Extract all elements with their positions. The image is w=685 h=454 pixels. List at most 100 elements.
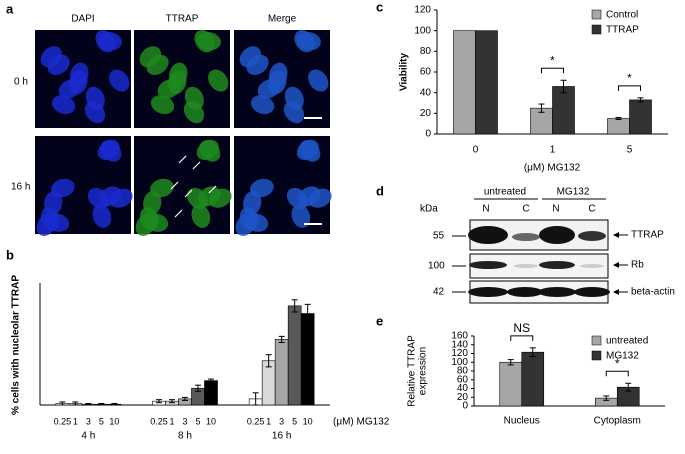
bar	[475, 30, 498, 135]
bracket	[510, 335, 534, 341]
x-tick-label: 5	[292, 416, 297, 426]
legend-swatch	[591, 9, 602, 20]
error-bar	[59, 401, 66, 406]
nucleus	[246, 54, 269, 75]
y-tick-label: 40	[420, 87, 432, 98]
nucleus	[208, 188, 232, 208]
y-tick-label: 120	[414, 5, 431, 16]
x-tick-label: 1	[266, 416, 271, 426]
error-bar	[208, 378, 214, 383]
nucleus	[284, 86, 304, 110]
bar	[552, 86, 575, 135]
band-label: Rb	[631, 260, 644, 271]
blot	[452, 219, 628, 304]
annotation: NS	[513, 321, 530, 335]
y-axis-label: % cells with nucleolar TTRAP	[11, 275, 22, 415]
error-bar	[182, 396, 188, 401]
nucleus	[196, 139, 219, 161]
error-bar	[538, 103, 545, 113]
category-label: 5	[627, 145, 633, 156]
nucleus	[146, 54, 169, 75]
y-tick-label: 80	[457, 366, 469, 377]
arrow	[170, 181, 179, 190]
nucleus	[308, 188, 332, 208]
legend-swatch	[591, 350, 602, 361]
nucleus	[184, 86, 204, 110]
bar	[261, 360, 276, 406]
nucleus	[186, 187, 209, 210]
error-bar	[252, 392, 259, 406]
error-bar	[169, 399, 175, 404]
x-tick-label: 1	[73, 416, 78, 426]
column-label: TTRAP	[166, 14, 199, 25]
lane-label: C	[522, 204, 529, 215]
category-label: 1	[550, 145, 556, 156]
x-tick-label: 5	[99, 416, 104, 426]
arrow	[174, 209, 183, 218]
error-bar	[507, 359, 514, 366]
error-bar	[529, 347, 536, 358]
bar	[453, 30, 476, 135]
nucleus	[68, 70, 88, 95]
nucleus	[97, 139, 120, 161]
row-label: 0 h	[14, 77, 28, 88]
nucleus	[85, 86, 105, 110]
error-bar	[304, 303, 311, 324]
x-tick-label: 10	[303, 416, 313, 426]
bracket	[605, 370, 629, 377]
error-bar	[111, 402, 118, 406]
micrographs	[35, 30, 332, 236]
error-bar	[603, 395, 610, 401]
bar	[204, 380, 218, 406]
annotation: *	[550, 53, 555, 67]
x-tick-label: 3	[279, 416, 284, 426]
panel-label: c	[376, 0, 383, 14]
y-axis-label: expression	[418, 347, 429, 395]
annotation: *	[615, 356, 620, 370]
x-tick-label: 3	[86, 416, 91, 426]
y-tick-label: 40	[457, 383, 469, 394]
category-label: 8 h	[178, 431, 192, 442]
nucleus	[92, 204, 112, 228]
error-bar	[291, 299, 298, 313]
bar	[300, 313, 315, 406]
group-label: untreated	[484, 187, 526, 198]
error-bar	[625, 382, 632, 392]
error-bar	[156, 399, 162, 404]
x-axis-label: (μM) MG132	[333, 417, 390, 428]
bracket	[618, 85, 641, 91]
y-tick-label: 60	[457, 374, 469, 385]
category-label: 0	[473, 145, 479, 156]
x-tick-label: 0.25	[54, 416, 72, 426]
arrow	[208, 185, 217, 194]
x-tick-label: 10	[206, 416, 216, 426]
legend-label: TTRAP	[606, 25, 639, 36]
error-bar	[560, 79, 567, 94]
bar	[629, 99, 652, 135]
y-tick-label: 0	[462, 401, 468, 412]
y-tick-label: 80	[420, 46, 432, 57]
nucleus	[150, 95, 175, 115]
category-label: 16 h	[272, 431, 291, 442]
bar	[274, 339, 289, 406]
nucleus	[208, 69, 229, 92]
nucleus	[308, 69, 329, 92]
bar	[287, 305, 302, 406]
band-label: TTRAP	[631, 230, 664, 241]
error-bar	[195, 384, 201, 392]
marker-label: 55	[433, 231, 445, 242]
nucleus	[197, 31, 221, 51]
legend-label: untreated	[606, 336, 648, 347]
nucleus	[267, 70, 287, 95]
legend-swatch	[591, 24, 602, 35]
panel-label: d	[376, 183, 384, 198]
x-tick-label: 3	[182, 416, 187, 426]
y-tick-label: 60	[420, 67, 432, 78]
legend-label: MG132	[606, 351, 639, 362]
category-label: Nucleus	[504, 416, 540, 427]
y-tick-label: 20	[420, 108, 432, 119]
column-label: Merge	[268, 14, 297, 25]
group-label: MG132	[557, 187, 590, 198]
